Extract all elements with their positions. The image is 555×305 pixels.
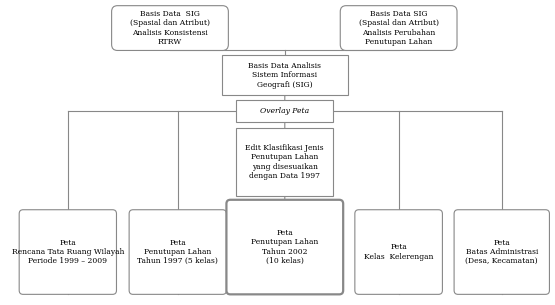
FancyBboxPatch shape — [454, 210, 549, 294]
FancyBboxPatch shape — [129, 210, 226, 294]
FancyBboxPatch shape — [355, 210, 442, 294]
Text: Basis Data Analisis
Sistem Informasi
Geografi (SIG): Basis Data Analisis Sistem Informasi Geo… — [248, 62, 321, 88]
Text: Peta
Penutupan Lahan
Tahun 2002
(10 kelas): Peta Penutupan Lahan Tahun 2002 (10 kela… — [251, 229, 319, 265]
Text: Overlay Peta: Overlay Peta — [260, 107, 309, 115]
Text: Basis Data  SIG
(Spasial dan Atribut)
Analisis Konsistensi
RTRW: Basis Data SIG (Spasial dan Atribut) Ana… — [130, 10, 210, 46]
Text: Peta
Rencana Tata Ruang Wilayah
Periode 1999 – 2009: Peta Rencana Tata Ruang Wilayah Periode … — [12, 239, 124, 265]
FancyBboxPatch shape — [236, 100, 334, 122]
Text: Peta
Penutupan Lahan
Tahun 1997 (5 kelas): Peta Penutupan Lahan Tahun 1997 (5 kelas… — [137, 239, 218, 265]
Text: Basis Data SIG
(Spasial dan Atribut)
Analisis Perubahan
Penutupan Lahan: Basis Data SIG (Spasial dan Atribut) Ana… — [359, 10, 438, 46]
FancyBboxPatch shape — [112, 6, 228, 50]
Text: Edit Klasifikasi Jenis
Penutupan Lahan
yang disesuaikan
dengan Data 1997: Edit Klasifikasi Jenis Penutupan Lahan y… — [245, 144, 324, 180]
Text: Peta
Batas Administrasi
(Desa, Kecamatan): Peta Batas Administrasi (Desa, Kecamatan… — [466, 239, 538, 265]
FancyBboxPatch shape — [236, 128, 334, 196]
FancyBboxPatch shape — [340, 6, 457, 50]
FancyBboxPatch shape — [221, 56, 348, 95]
FancyBboxPatch shape — [19, 210, 117, 294]
Text: Peta
Kelas  Kelerengan: Peta Kelas Kelerengan — [364, 243, 433, 261]
FancyBboxPatch shape — [226, 200, 343, 294]
